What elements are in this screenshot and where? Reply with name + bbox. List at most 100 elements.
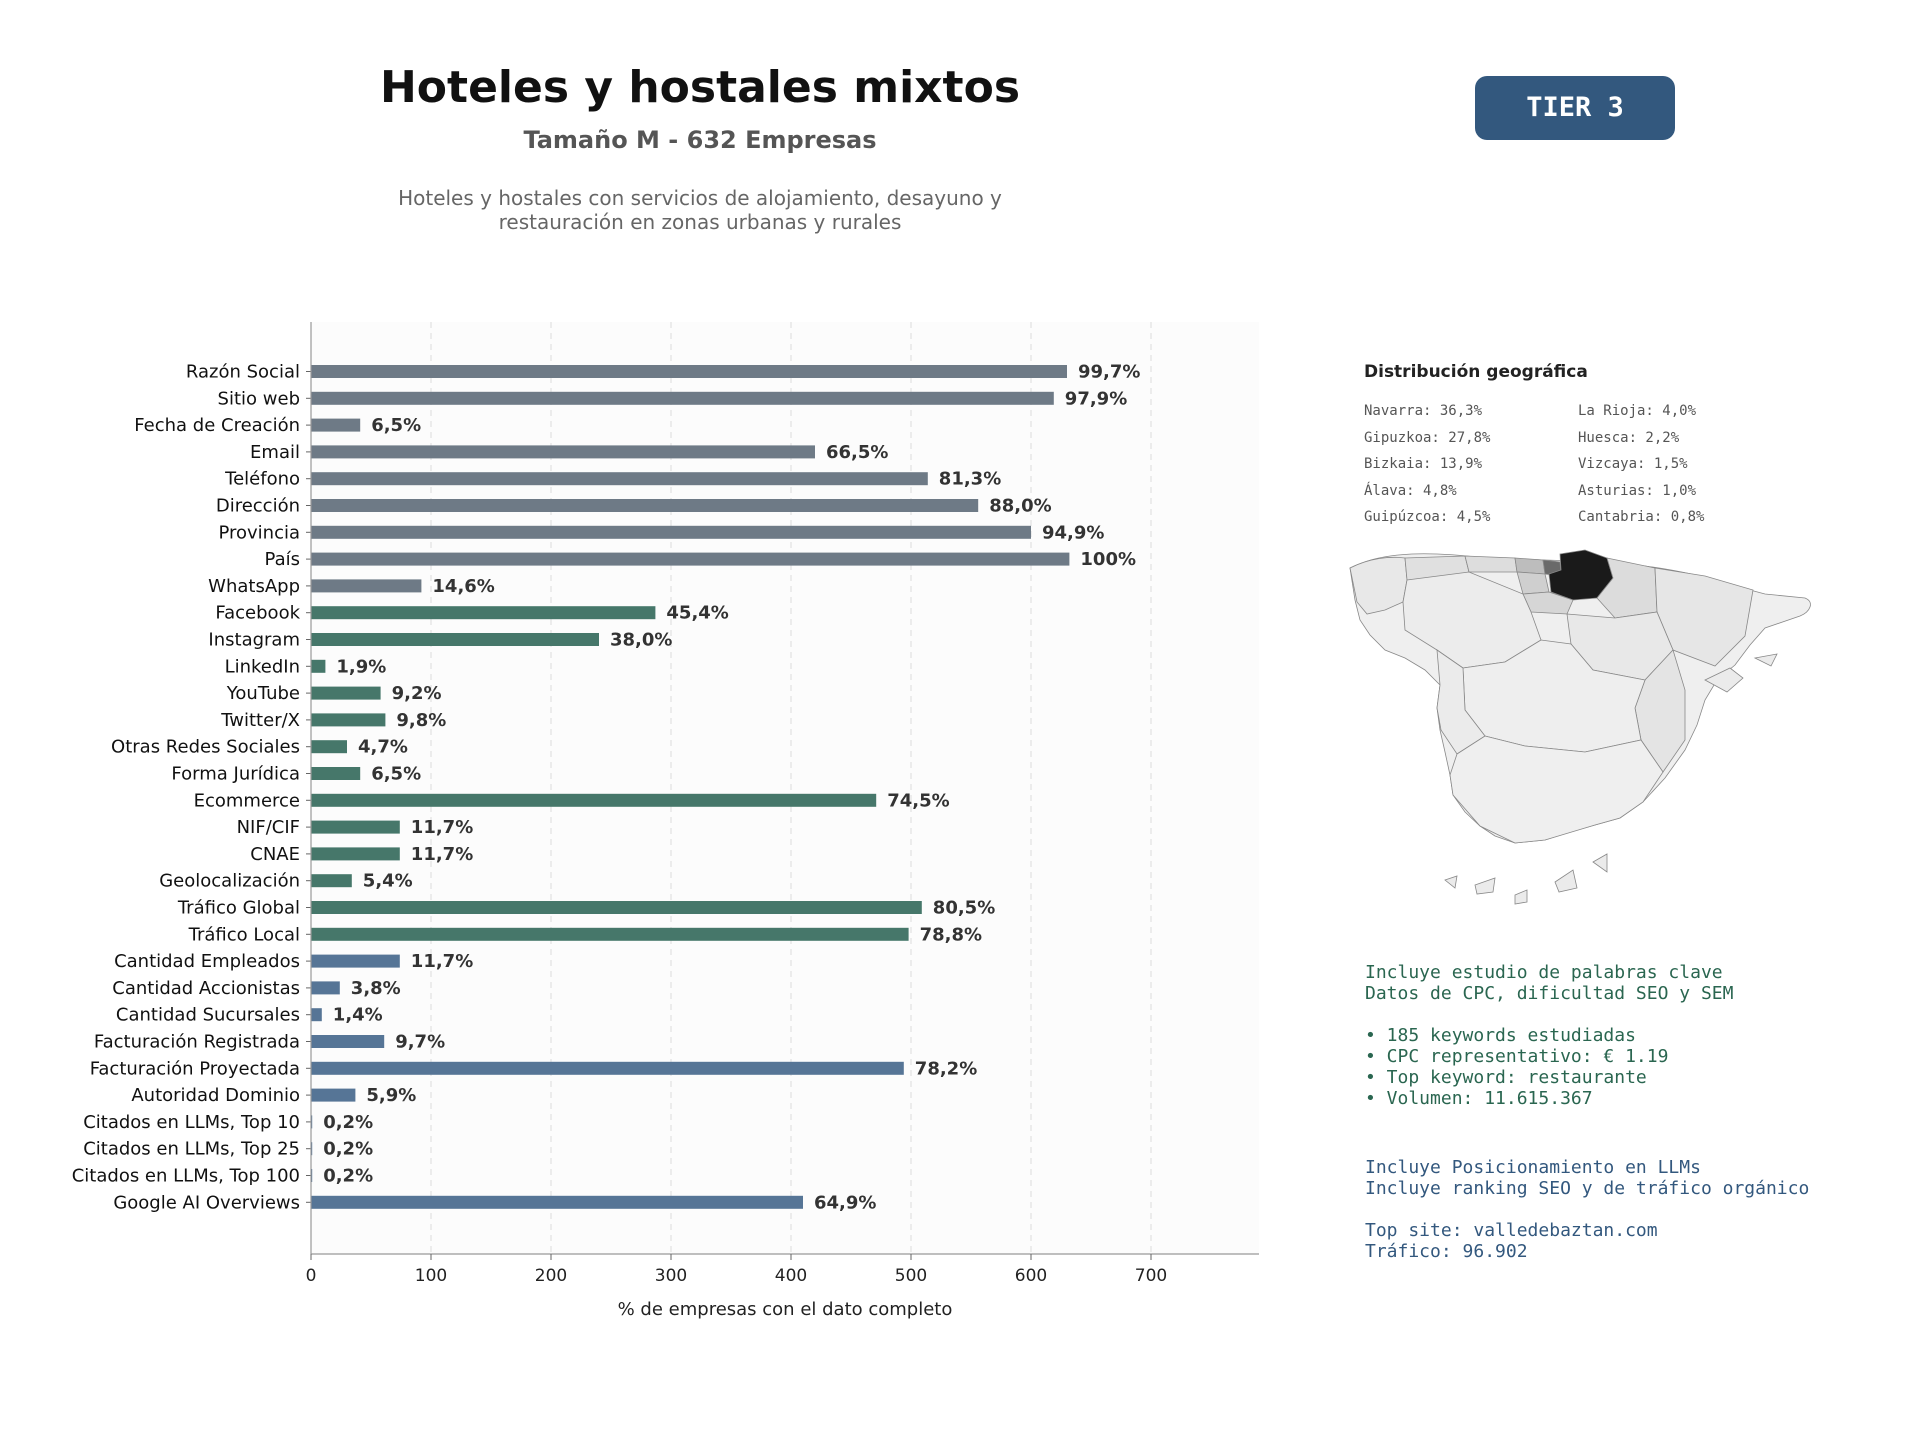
category-label: Email xyxy=(250,442,300,463)
category-label: Cantidad Sucursales xyxy=(116,1005,300,1026)
x-tick-label: 200 xyxy=(535,1266,567,1286)
value-label: 45,4% xyxy=(666,603,728,624)
keywords-line: Datos de CPC, dificultad SEO y SEM xyxy=(1365,983,1734,1004)
category-label: País xyxy=(265,549,300,570)
value-label: 64,9% xyxy=(814,1192,876,1213)
page-subtitle: Tamaño M - 632 Empresas xyxy=(523,126,877,154)
category-label: Forma Jurídica xyxy=(171,764,300,785)
value-label: 11,7% xyxy=(411,817,473,838)
geo-entry: Navarra: 36,3% xyxy=(1364,403,1483,419)
value-label: 78,8% xyxy=(920,924,982,945)
region-cantabria xyxy=(1464,555,1518,573)
region-alava xyxy=(1516,571,1550,595)
geo-entry: La Rioja: 4,0% xyxy=(1578,403,1697,419)
value-label: 9,8% xyxy=(396,710,446,731)
category-label: Twitter/X xyxy=(220,710,300,731)
category-label: Sitio web xyxy=(218,388,300,409)
bar xyxy=(311,606,656,620)
category-label: Autoridad Dominio xyxy=(131,1085,300,1106)
bar xyxy=(311,579,422,593)
llm-line: Top site: valledebaztan.com xyxy=(1365,1220,1658,1241)
bar xyxy=(311,552,1070,566)
category-label: Dirección xyxy=(216,496,300,517)
bar xyxy=(311,874,352,888)
keywords-line: • Top keyword: restaurante xyxy=(1365,1067,1647,1088)
value-label: 80,5% xyxy=(933,898,995,919)
llm-line: Tráfico: 96.902 xyxy=(1365,1241,1528,1262)
value-label: 74,5% xyxy=(887,790,949,811)
region-bizkaia xyxy=(1514,557,1546,575)
value-label: 88,0% xyxy=(989,496,1051,517)
value-label: 99,7% xyxy=(1078,362,1140,383)
keywords-line: • 185 keywords estudiadas xyxy=(1365,1025,1636,1046)
geo-entry: Vizcaya: 1,5% xyxy=(1578,456,1688,472)
category-label: LinkedIn xyxy=(225,656,300,677)
bar xyxy=(311,633,599,646)
bar xyxy=(311,1088,356,1102)
category-label: Cantidad Accionistas xyxy=(112,978,300,999)
bar xyxy=(311,767,361,780)
bar xyxy=(311,391,1054,405)
category-label: Ecommerce xyxy=(194,790,300,811)
bar xyxy=(311,659,326,673)
geo-title: Distribución geográfica xyxy=(1364,362,1588,382)
bar xyxy=(311,472,928,486)
value-label: 3,8% xyxy=(351,978,401,999)
llm-info: Incluye Posicionamiento en LLMs Incluye … xyxy=(1365,1157,1809,1262)
bar xyxy=(311,1061,904,1075)
category-label: WhatsApp xyxy=(208,576,300,597)
category-label: YouTube xyxy=(226,683,300,704)
keywords-line: Incluye estudio de palabras clave xyxy=(1365,962,1723,983)
category-label: Tráfico Global xyxy=(177,898,300,919)
value-label: 1,9% xyxy=(336,656,386,677)
value-label: 4,7% xyxy=(358,737,408,758)
value-label: 0,2% xyxy=(323,1139,373,1160)
geo-entry: Huesca: 2,2% xyxy=(1578,429,1680,446)
value-label: 0,2% xyxy=(323,1166,373,1187)
bar xyxy=(311,445,815,459)
description-line-2: restauración en zonas urbanas y rurales xyxy=(498,210,902,234)
value-label: 78,2% xyxy=(915,1058,977,1079)
x-axis-label: % de empresas con el dato completo xyxy=(618,1299,953,1320)
value-label: 5,9% xyxy=(366,1085,416,1106)
bar xyxy=(311,1008,322,1022)
value-label: 81,3% xyxy=(939,469,1001,490)
tier-badge: TIER 3 xyxy=(1475,76,1675,140)
category-label: Facebook xyxy=(215,603,300,624)
value-label: 9,7% xyxy=(395,1032,445,1053)
bar xyxy=(311,713,386,727)
category-label: Citados en LLMs, Top 100 xyxy=(72,1166,300,1187)
bar xyxy=(311,525,1031,539)
bar xyxy=(311,901,922,914)
keywords-line xyxy=(1365,1004,1733,1025)
geo-entry: Cantabria: 0,8% xyxy=(1578,509,1705,525)
category-label: Fecha de Creación xyxy=(134,415,300,436)
region-canarias xyxy=(1444,853,1608,905)
category-label: Provincia xyxy=(218,522,300,543)
category-label: Facturación Registrada xyxy=(94,1032,300,1053)
geo-entry: Gipuzkoa: 27,8% xyxy=(1364,429,1491,446)
bar xyxy=(311,927,909,941)
llm-line xyxy=(1365,1199,1809,1220)
x-ticks: 0 100 200 300 400 500 600 700 xyxy=(306,1254,1167,1286)
geo-entry: Asturias: 1,0% xyxy=(1578,482,1697,499)
x-tick-label: 300 xyxy=(655,1266,687,1286)
bar xyxy=(311,499,979,512)
category-label: Google AI Overviews xyxy=(113,1192,300,1213)
value-label: 11,7% xyxy=(411,951,473,972)
category-label: Otras Redes Sociales xyxy=(111,737,300,758)
geo-list-right: La Rioja: 4,0% Huesca: 2,2% Vizcaya: 1,5… xyxy=(1578,398,1704,531)
category-label: Teléfono xyxy=(224,469,300,490)
page-description: Hoteles y hostales con servicios de aloj… xyxy=(340,186,1060,234)
value-label: 1,4% xyxy=(333,1005,383,1026)
category-label: Citados en LLMs, Top 10 xyxy=(83,1112,300,1133)
value-label: 5,4% xyxy=(363,871,413,892)
bar xyxy=(311,365,1067,378)
geo-entry: Álava: 4,8% xyxy=(1364,482,1457,499)
value-label: 97,9% xyxy=(1065,388,1127,409)
page-title: Hoteles y hostales mixtos xyxy=(379,62,1021,113)
value-label: 94,9% xyxy=(1042,522,1104,543)
bar xyxy=(311,847,400,861)
category-label: Geolocalización xyxy=(159,871,300,892)
keywords-info: Incluye estudio de palabras clave Datos … xyxy=(1365,962,1733,1109)
